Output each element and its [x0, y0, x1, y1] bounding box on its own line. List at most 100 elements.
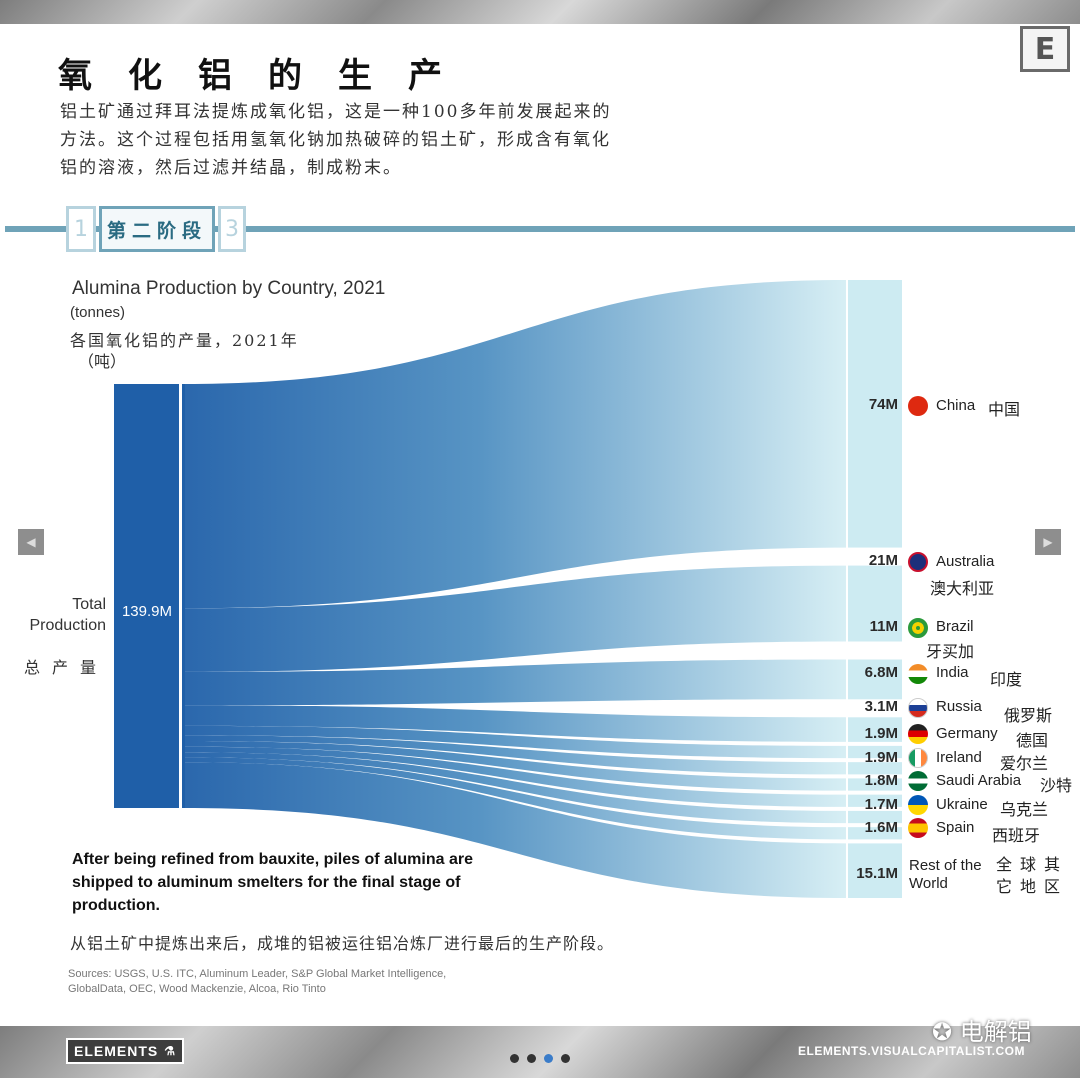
- value-label-saudi-arabia: 1.8M: [864, 772, 898, 789]
- china-flag-icon: [908, 396, 928, 416]
- sankey-flows: [185, 280, 846, 898]
- country-name-germany: Germany: [936, 725, 998, 742]
- pagination-dots: [510, 1054, 570, 1063]
- country-name-saudi-arabia: Saudi Arabia: [936, 772, 1022, 789]
- value-label-india: 6.8M: [864, 664, 898, 681]
- wechat-watermark: ✪ 电解铝: [932, 1012, 1032, 1047]
- node-germany: [848, 762, 902, 775]
- brand-text: ELEMENTS: [74, 1043, 159, 1059]
- flow-australia: [185, 565, 846, 672]
- stage-3-tab[interactable]: 3: [218, 206, 246, 252]
- intro-text: 铝土矿通过拜耳法提炼成氧化铝，这是一种100多年前发展起来的方法。这个过程包括用…: [60, 102, 612, 178]
- country-name-australia: Australia: [936, 553, 995, 570]
- country-name-cn-india: 印度: [990, 670, 1023, 689]
- ireland-flag-icon: [908, 748, 928, 768]
- sources-text: Sources: USGS, U.S. ITC, Aluminum Leader…: [68, 968, 447, 995]
- country-name-rest-of-world: Rest of the World: [909, 857, 982, 892]
- value-label-china: 74M: [868, 396, 898, 413]
- chevron-left-icon: ◀: [26, 535, 36, 549]
- total-production-bar: [114, 384, 179, 808]
- flow-germany: [185, 735, 846, 775]
- value-label-germany: 1.9M: [864, 725, 898, 742]
- stage-divider: [5, 226, 1075, 232]
- flow-ireland: [185, 741, 846, 791]
- flow-india: [185, 705, 846, 742]
- country-name-cn-saudi-arabia: 沙特: [1040, 776, 1073, 795]
- flow-china: [185, 280, 846, 609]
- wechat-icon: ✪: [932, 1018, 953, 1046]
- chart-unit: (tonnes): [70, 304, 126, 321]
- country-name-cn-australia: 澳大利亚: [930, 579, 995, 598]
- page-title: 氧化铝的生产: [58, 56, 478, 96]
- node-china: [848, 280, 902, 548]
- australia-flag-icon: [908, 552, 928, 572]
- flow-source-edge: [182, 384, 185, 808]
- value-label-brazil: 11M: [869, 618, 898, 635]
- value-label-rest-of-world: 15.1M: [856, 865, 898, 882]
- country-name-ukraine: Ukraine: [936, 796, 988, 813]
- country-name-cn-germany: 德国: [1016, 731, 1049, 750]
- node-saudi-arabia: [848, 794, 902, 807]
- ukraine-flag-icon: [908, 795, 928, 815]
- node-russia: [848, 745, 902, 759]
- value-label-australia: 21M: [868, 552, 898, 569]
- value-label-ukraine: 1.7M: [864, 796, 898, 813]
- country-name-india: India: [936, 664, 969, 681]
- beaker-icon: ⚗: [164, 1044, 176, 1058]
- country-name-cn-brazil: 牙买加: [926, 642, 975, 661]
- node-australia: [848, 565, 902, 642]
- value-label-russia: 3.1M: [864, 698, 898, 715]
- watermark-text: 电解铝: [959, 1018, 1032, 1046]
- flow-spain: [185, 757, 846, 840]
- node-brazil: [848, 659, 902, 700]
- chart-title-cn: 各国氧化铝的产量，2021年: [70, 331, 299, 350]
- country-name-ireland: Ireland: [936, 749, 982, 766]
- value-label-ireland: 1.9M: [864, 749, 898, 766]
- country-name-spain: Spain: [936, 819, 975, 836]
- country-name-cn-ireland: 爱尔兰: [1000, 754, 1049, 773]
- elements-brand-logo[interactable]: ELEMENTS ⚗: [66, 1038, 184, 1064]
- elements-e-logo: E: [1020, 26, 1070, 72]
- page-dot-4[interactable]: [561, 1054, 570, 1063]
- total-production-value: 139.9M: [121, 603, 173, 620]
- country-name-cn-spain: 西班牙: [992, 826, 1041, 845]
- chart-unit-cn: （吨）: [78, 352, 127, 371]
- footnote-english: After being refined from bauxite, piles …: [72, 851, 473, 914]
- country-name-china: China: [936, 397, 976, 414]
- germany-flag-icon: [908, 724, 928, 744]
- page-dot-3[interactable]: [544, 1054, 553, 1063]
- country-name-brazil: Brazil: [936, 618, 974, 635]
- flow-ukraine: [185, 752, 846, 824]
- page-dot-1[interactable]: [510, 1054, 519, 1063]
- chart-title: Alumina Production by Country, 2021: [72, 278, 386, 299]
- node-spain: [848, 827, 902, 840]
- saudi-arabia-flag-icon: [908, 771, 928, 791]
- brazil-flag-icon: [908, 618, 928, 638]
- sankey-nodes: [848, 280, 902, 898]
- russia-flag-icon: [908, 698, 928, 718]
- node-ukraine: [848, 810, 902, 824]
- stage-2-tab[interactable]: 第二阶段: [99, 206, 215, 252]
- country-name-cn-ukraine: 乌克兰: [1000, 800, 1049, 819]
- next-slide-button[interactable]: ▶: [1035, 529, 1061, 555]
- total-production-label-cn: 总产量: [24, 658, 109, 677]
- flow-rest-of-the-world: [185, 762, 846, 898]
- previous-slide-button[interactable]: ◀: [18, 529, 44, 555]
- stage-2-label: 第二阶段: [106, 219, 207, 242]
- stage-1-label: 1: [74, 216, 88, 242]
- stage-3-label: 3: [225, 216, 239, 242]
- node-rest-of-the-world: [848, 843, 902, 898]
- site-url[interactable]: ELEMENTS.VISUALCAPITALIST.COM: [798, 1044, 1025, 1058]
- chevron-right-icon: ▶: [1043, 535, 1053, 549]
- total-production-label: Total Production: [29, 596, 107, 634]
- country-name-cn-china: 中国: [988, 400, 1021, 419]
- node-india: [848, 717, 902, 742]
- flow-brazil: [185, 659, 846, 706]
- flow-russia: [185, 725, 846, 759]
- value-label-spain: 1.6M: [864, 819, 898, 836]
- stage-1-tab[interactable]: 1: [66, 206, 96, 252]
- spain-flag-icon: [908, 818, 928, 838]
- footnote-chinese: 从铝土矿中提炼出来后，成堆的铝被运往铝冶炼厂进行最后的生产阶段。: [70, 934, 615, 953]
- page-dot-2[interactable]: [527, 1054, 536, 1063]
